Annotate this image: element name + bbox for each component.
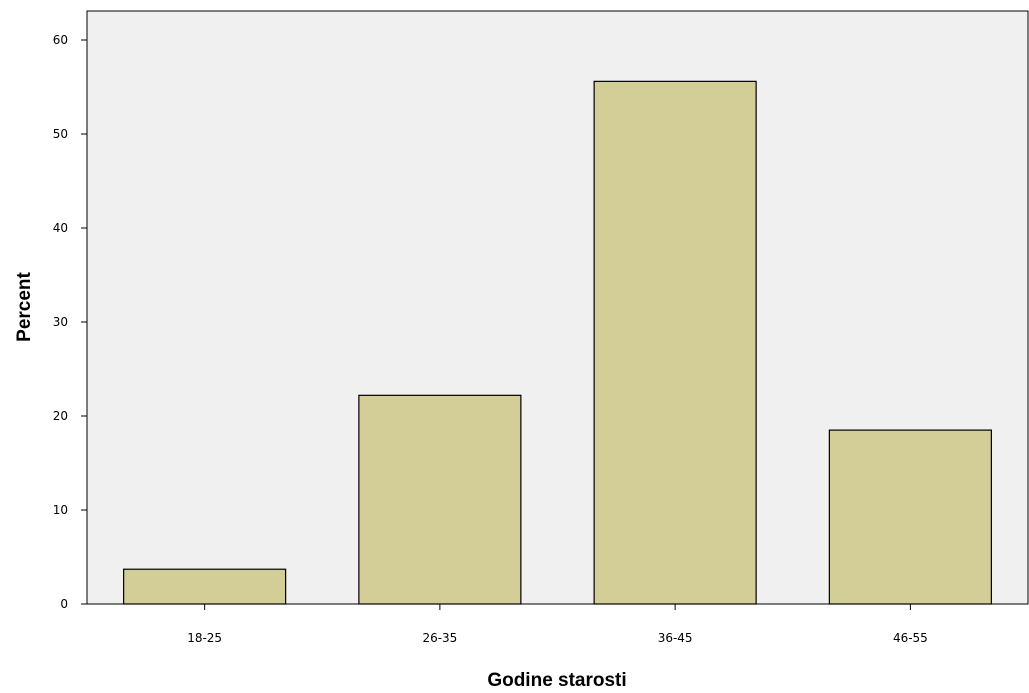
x-axis-title: Godine starosti [487,670,626,691]
y-axis-title: Percent [14,271,35,341]
x-tick-label: 36-45 [658,631,693,645]
bar-18-25 [123,568,287,605]
y-tick-label: 50 [53,127,68,141]
bar-46-55 [828,429,992,605]
bar-36-45 [593,80,757,605]
bar-26-35 [358,394,522,605]
y-tick-label: 60 [53,33,68,47]
y-axis: 0 10 20 30 40 50 60 [53,11,88,611]
x-tick-label: 18-25 [187,631,222,645]
y-tick-label: 0 [60,597,68,611]
x-tick-label: 26-35 [422,631,457,645]
y-tick-label: 20 [53,409,68,423]
y-tick-label: 30 [53,315,68,329]
x-tick-label: 46-55 [893,631,928,645]
y-tick-label: 10 [53,503,68,517]
x-axis: 18-25 26-35 36-45 46-55 [87,603,1028,645]
bars-group [123,80,992,605]
y-tick-label: 40 [53,221,68,235]
